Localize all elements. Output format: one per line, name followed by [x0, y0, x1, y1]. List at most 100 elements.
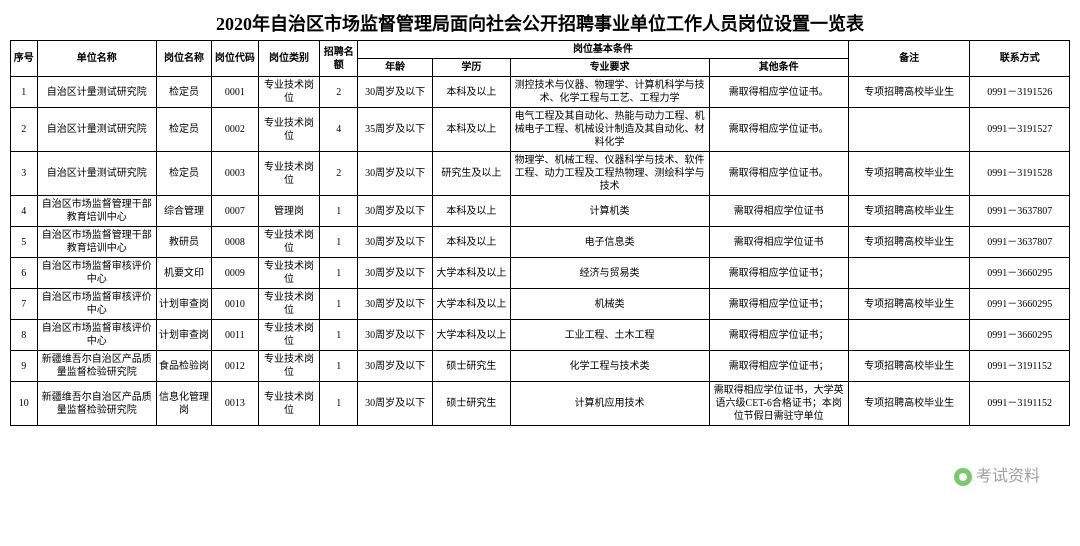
- table-row: 5自治区市场监督管理干部教育培训中心教研员0008专业技术岗位130周岁及以下本…: [11, 227, 1070, 258]
- table-row: 9新疆维吾尔自治区产品质量监督检验研究院食品检验岗0012专业技术岗位130周岁…: [11, 351, 1070, 382]
- cell-seq: 2: [11, 108, 38, 152]
- cell-quota: 2: [320, 77, 358, 108]
- th-major: 专业要求: [510, 59, 709, 77]
- table-row: 1自治区计量测试研究院检定员0001专业技术岗位230周岁及以下本科及以上测控技…: [11, 77, 1070, 108]
- cell-contact: 0991－3660295: [970, 320, 1070, 351]
- cell-unit: 自治区市场监督审核评价中心: [37, 289, 156, 320]
- cell-edu: 本科及以上: [433, 108, 510, 152]
- cell-code: 0011: [212, 320, 258, 351]
- cell-edu: 大学本科及以上: [433, 289, 510, 320]
- table-row: 4自治区市场监督管理干部教育培训中心综合管理0007管理岗130周岁及以下本科及…: [11, 196, 1070, 227]
- cell-code: 0013: [212, 382, 258, 426]
- cell-major: 工业工程、土木工程: [510, 320, 709, 351]
- th-edu: 学历: [433, 59, 510, 77]
- cell-code: 0012: [212, 351, 258, 382]
- cell-cat: 管理岗: [258, 196, 320, 227]
- cell-unit: 自治区计量测试研究院: [37, 108, 156, 152]
- cell-edu: 本科及以上: [433, 196, 510, 227]
- cell-quota: 1: [320, 258, 358, 289]
- cell-code: 0003: [212, 152, 258, 196]
- table-row: 6自治区市场监督审核评价中心机要文印0009专业技术岗位130周岁及以下大学本科…: [11, 258, 1070, 289]
- cell-note: 专项招聘高校毕业生: [848, 152, 970, 196]
- th-contact: 联系方式: [970, 41, 1070, 77]
- cell-quota: 1: [320, 351, 358, 382]
- cell-other: 需取得相应学位证书；: [709, 258, 848, 289]
- cell-note: 专项招聘高校毕业生: [848, 77, 970, 108]
- cell-seq: 1: [11, 77, 38, 108]
- table-row: 8自治区市场监督审核评价中心计划审查岗0011专业技术岗位130周岁及以下大学本…: [11, 320, 1070, 351]
- cell-note: [848, 258, 970, 289]
- cell-pos: 计划审查岗: [156, 320, 211, 351]
- cell-edu: 研究生及以上: [433, 152, 510, 196]
- cell-unit: 自治区市场监督管理干部教育培训中心: [37, 227, 156, 258]
- cell-other: 需取得相应学位证书；: [709, 289, 848, 320]
- cell-edu: 大学本科及以上: [433, 258, 510, 289]
- cell-code: 0009: [212, 258, 258, 289]
- th-quota: 招聘名额: [320, 41, 358, 77]
- cell-quota: 1: [320, 227, 358, 258]
- cell-other: 需取得相应学位证书。: [709, 77, 848, 108]
- cell-contact: 0991－3191526: [970, 77, 1070, 108]
- table-row: 7自治区市场监督审核评价中心计划审查岗0010专业技术岗位130周岁及以下大学本…: [11, 289, 1070, 320]
- th-cond-group: 岗位基本条件: [358, 41, 849, 59]
- cell-unit: 新疆维吾尔自治区产品质量监督检验研究院: [37, 382, 156, 426]
- th-note: 备注: [848, 41, 970, 77]
- table-row: 3自治区计量测试研究院检定员0003专业技术岗位230周岁及以下研究生及以上物理…: [11, 152, 1070, 196]
- cell-cat: 专业技术岗位: [258, 258, 320, 289]
- cell-major: 经济与贸易类: [510, 258, 709, 289]
- cell-seq: 3: [11, 152, 38, 196]
- cell-contact: 0991－3191527: [970, 108, 1070, 152]
- cell-seq: 6: [11, 258, 38, 289]
- cell-contact: 0991－3637807: [970, 196, 1070, 227]
- cell-pos: 检定员: [156, 108, 211, 152]
- cell-cat: 专业技术岗位: [258, 108, 320, 152]
- cell-code: 0001: [212, 77, 258, 108]
- cell-other: 需取得相应学位证书；: [709, 320, 848, 351]
- header-row-1: 序号 单位名称 岗位名称 岗位代码 岗位类别 招聘名额 岗位基本条件 备注 联系…: [11, 41, 1070, 59]
- cell-major: 电子信息类: [510, 227, 709, 258]
- cell-unit: 新疆维吾尔自治区产品质量监督检验研究院: [37, 351, 156, 382]
- cell-age: 30周岁及以下: [358, 320, 433, 351]
- table-body: 1自治区计量测试研究院检定员0001专业技术岗位230周岁及以下本科及以上测控技…: [11, 77, 1070, 426]
- page-title: 2020年自治区市场监督管理局面向社会公开招聘事业单位工作人员岗位设置一览表: [10, 10, 1070, 36]
- cell-pos: 检定员: [156, 77, 211, 108]
- cell-cat: 专业技术岗位: [258, 382, 320, 426]
- cell-edu: 硕士研究生: [433, 351, 510, 382]
- cell-age: 30周岁及以下: [358, 227, 433, 258]
- positions-table: 序号 单位名称 岗位名称 岗位代码 岗位类别 招聘名额 岗位基本条件 备注 联系…: [10, 40, 1070, 426]
- cell-pos: 信息化管理岗: [156, 382, 211, 426]
- cell-pos: 计划审查岗: [156, 289, 211, 320]
- cell-edu: 本科及以上: [433, 77, 510, 108]
- cell-seq: 5: [11, 227, 38, 258]
- cell-unit: 自治区市场监督审核评价中心: [37, 258, 156, 289]
- cell-pos: 综合管理: [156, 196, 211, 227]
- cell-age: 30周岁及以下: [358, 196, 433, 227]
- cell-age: 30周岁及以下: [358, 152, 433, 196]
- cell-quota: 1: [320, 382, 358, 426]
- th-cat: 岗位类别: [258, 41, 320, 77]
- cell-code: 0010: [212, 289, 258, 320]
- cell-cat: 专业技术岗位: [258, 289, 320, 320]
- cell-note: 专项招聘高校毕业生: [848, 289, 970, 320]
- cell-seq: 8: [11, 320, 38, 351]
- th-pos: 岗位名称: [156, 41, 211, 77]
- cell-unit: 自治区市场监督管理干部教育培训中心: [37, 196, 156, 227]
- table-row: 10新疆维吾尔自治区产品质量监督检验研究院信息化管理岗0013专业技术岗位130…: [11, 382, 1070, 426]
- cell-contact: 0991－3191528: [970, 152, 1070, 196]
- cell-seq: 7: [11, 289, 38, 320]
- cell-seq: 10: [11, 382, 38, 426]
- cell-seq: 4: [11, 196, 38, 227]
- cell-quota: 1: [320, 289, 358, 320]
- cell-quota: 4: [320, 108, 358, 152]
- cell-quota: 1: [320, 196, 358, 227]
- cell-note: 专项招聘高校毕业生: [848, 196, 970, 227]
- cell-note: [848, 108, 970, 152]
- cell-other: 需取得相应学位证书: [709, 196, 848, 227]
- th-seq: 序号: [11, 41, 38, 77]
- cell-contact: 0991－3191152: [970, 351, 1070, 382]
- cell-age: 30周岁及以下: [358, 77, 433, 108]
- cell-other: 需取得相应学位证书。: [709, 152, 848, 196]
- cell-other: 需取得相应学位证书: [709, 227, 848, 258]
- cell-other: 需取得相应学位证书；: [709, 351, 848, 382]
- cell-major: 计算机应用技术: [510, 382, 709, 426]
